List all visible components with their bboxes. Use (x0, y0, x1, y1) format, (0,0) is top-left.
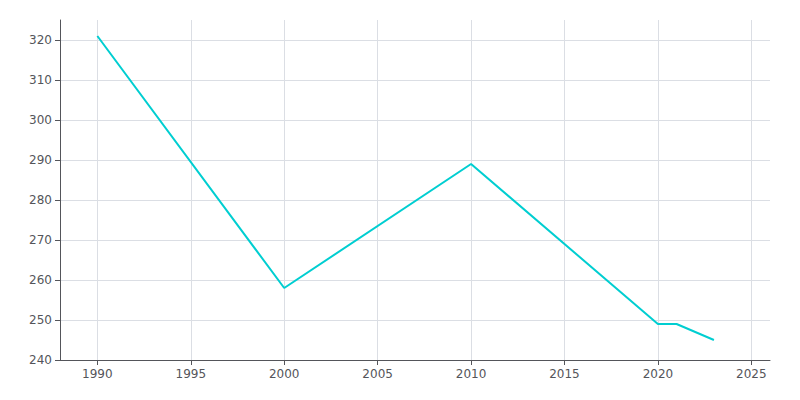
svg-text:2015: 2015 (549, 367, 580, 381)
svg-text:2000: 2000 (269, 367, 300, 381)
svg-text:240: 240 (29, 353, 52, 367)
svg-text:260: 260 (29, 273, 52, 287)
svg-text:310: 310 (29, 73, 52, 87)
svg-text:250: 250 (29, 313, 52, 327)
svg-text:1990: 1990 (82, 367, 113, 381)
svg-text:2025: 2025 (736, 367, 767, 381)
svg-text:290: 290 (29, 153, 52, 167)
svg-text:2020: 2020 (643, 367, 674, 381)
svg-text:320: 320 (29, 33, 52, 47)
svg-text:270: 270 (29, 233, 52, 247)
svg-text:2010: 2010 (456, 367, 487, 381)
svg-text:280: 280 (29, 193, 52, 207)
svg-text:1995: 1995 (176, 367, 207, 381)
svg-text:300: 300 (29, 113, 52, 127)
svg-text:2005: 2005 (362, 367, 393, 381)
